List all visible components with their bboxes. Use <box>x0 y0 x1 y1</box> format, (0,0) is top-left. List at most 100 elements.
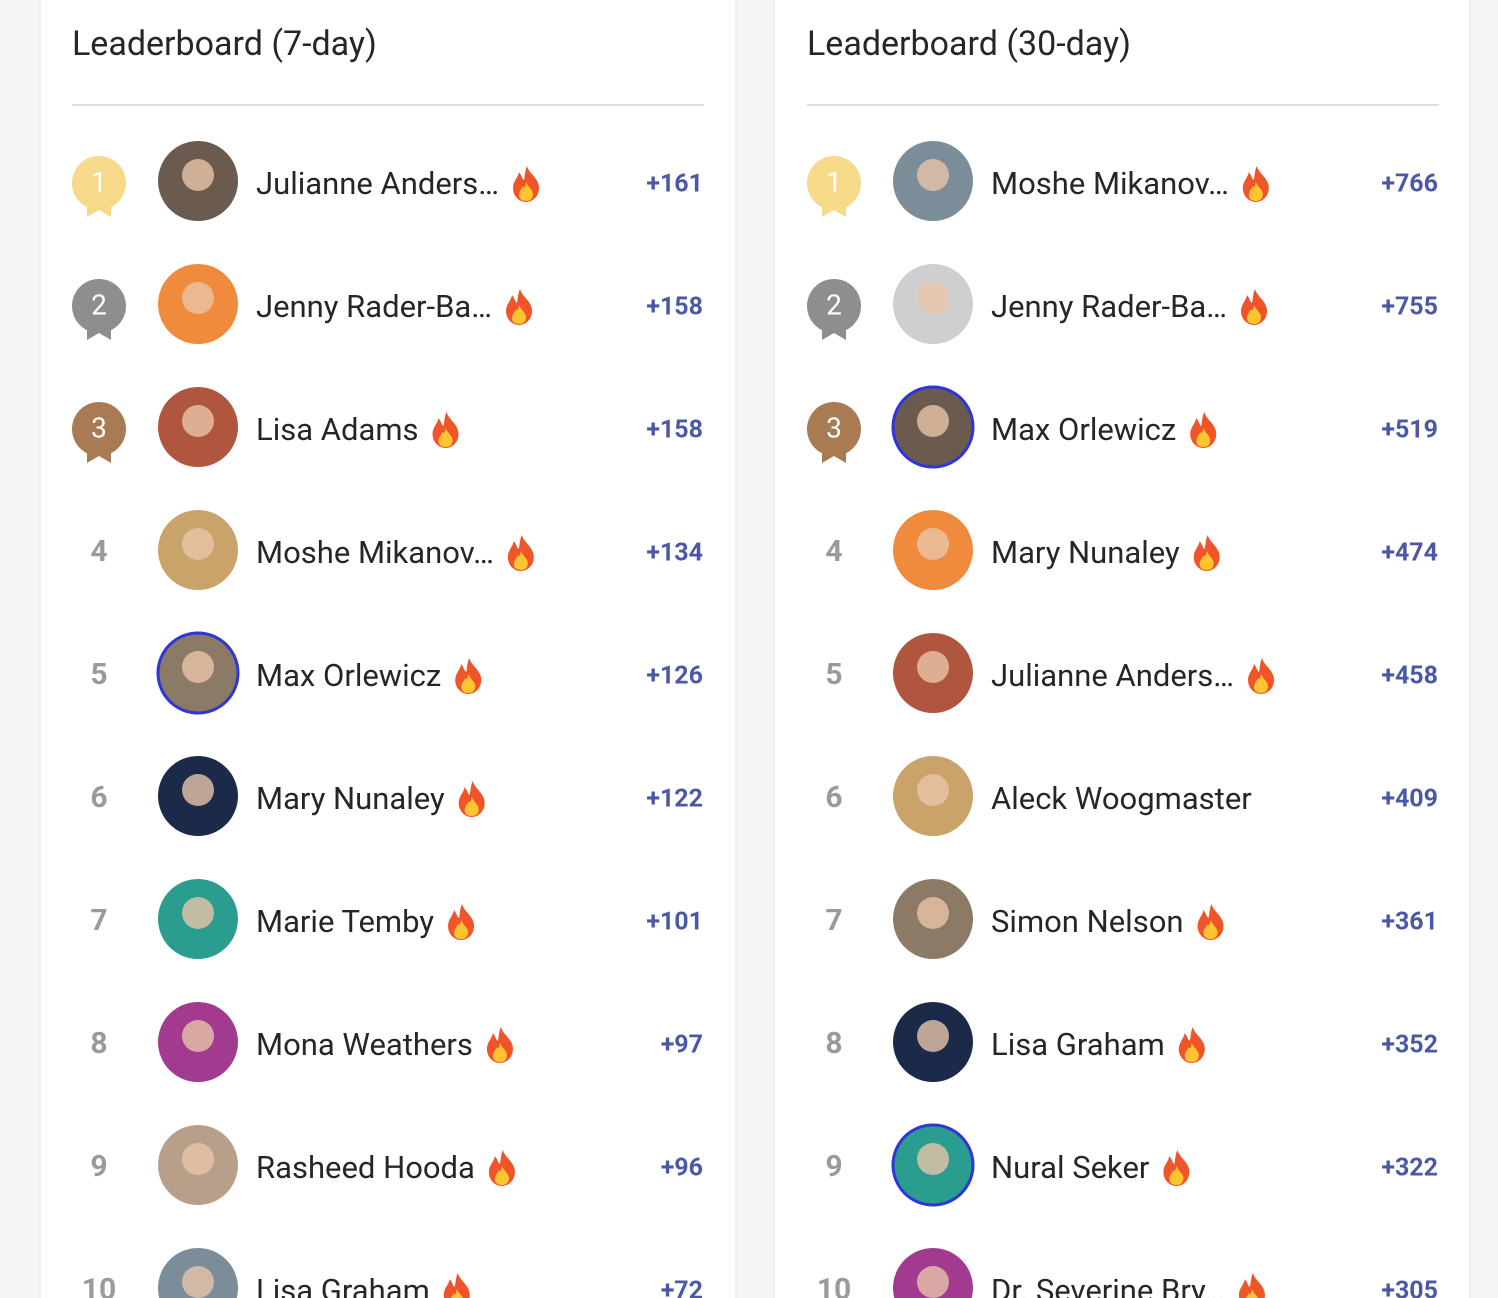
points: +519 <box>1381 416 1438 445</box>
flame-core <box>492 1043 507 1062</box>
rank: 7 <box>825 903 842 938</box>
avatar-face <box>917 774 949 806</box>
member-name: Mona Weathers <box>256 1026 473 1063</box>
member-name: Moshe Mikanov… <box>991 165 1229 202</box>
avatar-face <box>182 1266 214 1298</box>
medal <box>807 402 861 456</box>
avatar-face <box>917 1020 949 1052</box>
member-name: Lisa Graham <box>256 1272 430 1298</box>
points: +97 <box>661 1031 703 1060</box>
rank: 4 <box>90 534 107 569</box>
flame-core <box>438 428 453 447</box>
points: +96 <box>661 1154 703 1183</box>
rank: 3 <box>826 411 842 444</box>
medal <box>72 279 126 333</box>
streak-icon <box>443 1273 470 1298</box>
medal <box>72 402 126 456</box>
member-name: Nural Seker <box>991 1149 1150 1186</box>
member-name: Lisa Graham <box>991 1026 1165 1063</box>
rank: 2 <box>91 288 107 321</box>
streak-icon <box>506 289 533 325</box>
flame-core <box>1248 182 1263 201</box>
member-name: Julianne Anders… <box>991 657 1234 694</box>
member-name: Moshe Mikanov… <box>256 534 494 571</box>
streak-icon <box>486 1027 513 1063</box>
points: +122 <box>646 785 703 814</box>
points: +755 <box>1381 293 1438 322</box>
streak-icon <box>1242 166 1269 202</box>
points: +474 <box>1381 539 1438 568</box>
flame-core <box>494 1166 509 1185</box>
avatar-face <box>182 1143 214 1175</box>
medal <box>807 156 861 210</box>
flame-core <box>450 1289 463 1298</box>
points: +158 <box>646 293 703 322</box>
flame-core <box>454 920 469 939</box>
rank: 9 <box>90 1149 107 1184</box>
avatar-face <box>182 897 214 929</box>
points: +126 <box>646 662 703 691</box>
rank: 7 <box>90 903 107 938</box>
flame-core <box>1199 551 1214 570</box>
medal <box>807 279 861 333</box>
streak-icon <box>1193 535 1220 571</box>
member-name: Simon Nelson <box>991 903 1184 940</box>
avatar-face <box>917 405 949 437</box>
flame-core <box>1184 1043 1199 1062</box>
streak-icon <box>1163 1150 1190 1186</box>
streak-icon <box>448 904 475 940</box>
member-name: Dr. Severine Bry… <box>991 1272 1225 1298</box>
flame-core <box>1246 1289 1259 1298</box>
flame-core <box>1254 674 1269 693</box>
points: +158 <box>646 416 703 445</box>
rank: 2 <box>826 288 842 321</box>
member-name: Jenny Rader-Ba… <box>256 288 492 325</box>
streak-icon <box>1178 1027 1205 1063</box>
flame-core <box>1169 1166 1184 1185</box>
medal <box>72 156 126 210</box>
streak-icon <box>507 535 534 571</box>
flame-core <box>1196 428 1211 447</box>
rank: 1 <box>91 165 107 198</box>
flame-core <box>1203 920 1218 939</box>
streak-icon <box>1190 412 1217 448</box>
avatar-face <box>917 897 949 929</box>
rank: 1 <box>826 165 842 198</box>
streak-icon <box>458 781 485 817</box>
member-name: Max Orlewicz <box>256 657 441 694</box>
points: +101 <box>646 908 703 937</box>
rank: 8 <box>90 1026 107 1061</box>
streak-icon <box>1241 289 1268 325</box>
avatar-face <box>182 774 214 806</box>
avatar-face <box>917 159 949 191</box>
rank: 9 <box>825 1149 842 1184</box>
streak-icon <box>1248 658 1275 694</box>
card-title: Leaderboard (7-day) <box>72 24 377 64</box>
rank: 8 <box>825 1026 842 1061</box>
streak-icon <box>513 166 540 202</box>
flame-core <box>513 551 528 570</box>
avatar-face <box>917 282 949 314</box>
member-name: Mary Nunaley <box>991 534 1180 571</box>
streak-icon <box>455 658 482 694</box>
flame <box>443 1273 470 1298</box>
avatar-face <box>917 1143 949 1175</box>
rank: 5 <box>90 657 107 692</box>
flame-core <box>1247 305 1262 324</box>
avatar-face <box>917 1266 949 1298</box>
card-title: Leaderboard (30-day) <box>807 24 1131 64</box>
points: +305 <box>1381 1277 1438 1298</box>
rank: 5 <box>825 657 842 692</box>
streak-icon <box>432 412 459 448</box>
member-name: Jenny Rader-Ba… <box>991 288 1227 325</box>
points: +352 <box>1381 1031 1438 1060</box>
member-name: Aleck Woogmaster <box>991 780 1252 817</box>
member-name: Marie Temby <box>256 903 434 940</box>
rank: 10 <box>817 1272 851 1298</box>
member-name: Mary Nunaley <box>256 780 445 817</box>
points: +766 <box>1381 170 1438 199</box>
points: +134 <box>646 539 703 568</box>
member-name: Max Orlewicz <box>991 411 1176 448</box>
